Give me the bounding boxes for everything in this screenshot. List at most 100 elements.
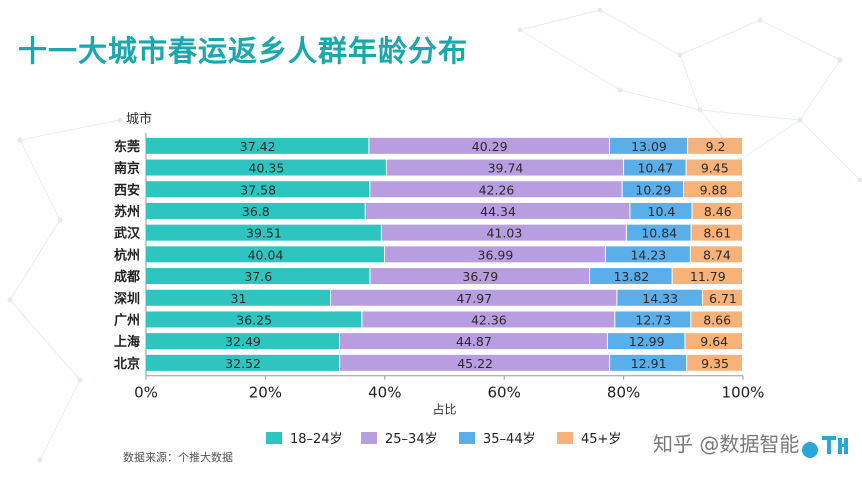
data-label: 9.64: [700, 334, 728, 349]
legend-swatch: [557, 432, 573, 444]
network-line: [699, 109, 801, 121]
category-label: 杭州: [114, 247, 140, 263]
bar-segment: [146, 289, 331, 306]
data-label: 11.79: [690, 269, 726, 284]
bar-segment: [688, 137, 742, 154]
network-node: [77, 377, 83, 383]
data-label: 12.73: [635, 312, 671, 327]
network-line: [39, 379, 81, 461]
bar-segment: [339, 333, 607, 350]
network-node: [117, 117, 123, 123]
data-label: 8.66: [703, 312, 731, 327]
bar-segment: [146, 268, 370, 285]
data-label: 44.34: [480, 204, 516, 219]
data-label: 42.26: [479, 182, 515, 197]
bar-segment: [146, 137, 369, 154]
network-node: [837, 57, 843, 63]
data-label: 32.49: [225, 334, 261, 349]
data-label: 36.8: [242, 204, 270, 219]
network-node: [797, 117, 803, 123]
bar-segment: [590, 268, 672, 285]
data-label: 8.46: [704, 204, 732, 219]
category-label: 东莞: [114, 139, 140, 155]
network-node: [17, 137, 23, 143]
page-title: 十一大城市春运返乡人群年龄分布: [18, 34, 469, 68]
bar-segment: [146, 202, 365, 219]
network-line: [739, 119, 801, 161]
data-label: 36.25: [236, 312, 272, 327]
watermark: 知乎 @数据智能: [653, 432, 800, 456]
category-label: 深圳: [114, 291, 140, 307]
x-tick-label: 0%: [134, 384, 158, 402]
network-node: [7, 297, 13, 303]
bar-segment: [340, 354, 610, 371]
data-label: 8.61: [703, 226, 731, 241]
data-label: 40.35: [249, 161, 285, 176]
bar-segment: [672, 268, 742, 285]
network-line: [799, 59, 841, 121]
category-label: 武汉: [114, 226, 141, 242]
data-label: 41.03: [486, 226, 522, 241]
legend-label: 45+岁: [581, 432, 621, 447]
x-tick-label: 60%: [488, 384, 521, 402]
bar-segment: [146, 181, 370, 198]
bar-segment: [370, 268, 590, 285]
bar-segment: [385, 246, 605, 263]
category-label: 成都: [114, 269, 140, 285]
data-label: 14.33: [642, 291, 678, 306]
data-label: 9.2: [706, 139, 726, 154]
bar-segment: [362, 311, 615, 328]
legend-label: 18–24岁: [290, 432, 343, 447]
data-label: 9.88: [700, 182, 728, 197]
x-tick-label: 100%: [722, 384, 765, 402]
x-tick-label: 40%: [368, 384, 401, 402]
data-label: 40.04: [248, 247, 284, 262]
bar-segment: [605, 246, 690, 263]
data-label: 39.51: [246, 226, 282, 241]
network-node: [697, 107, 703, 113]
network-line: [9, 299, 81, 381]
bar-segment: [146, 246, 385, 263]
bar-segment: [609, 137, 688, 154]
network-node: [617, 87, 623, 93]
bar-segment: [626, 224, 691, 241]
bar-segment: [365, 202, 630, 219]
data-label: 45.22: [457, 356, 493, 371]
bar-segment: [690, 246, 742, 263]
data-label: 8.74: [703, 247, 731, 262]
bar-segment: [146, 333, 339, 350]
category-label: 西安: [114, 182, 140, 198]
bar-segment: [617, 289, 702, 306]
bar-segment: [692, 202, 742, 219]
bar-segment: [691, 224, 742, 241]
bar-segment: [686, 159, 742, 176]
bar-segment: [146, 354, 340, 371]
network-line: [679, 19, 761, 56]
bar-segment: [691, 311, 742, 328]
legend-swatch: [266, 432, 282, 444]
category-label: 苏州: [114, 204, 140, 220]
bar-segment: [610, 354, 687, 371]
data-label: 37.42: [240, 139, 276, 154]
bar-segment: [684, 181, 742, 198]
bar-segment: [146, 159, 386, 176]
network-line: [9, 219, 61, 301]
bar-segment: [615, 311, 691, 328]
bar-segment: [386, 159, 624, 176]
data-label: 40.29: [472, 139, 508, 154]
data-label: 44.87: [456, 334, 492, 349]
network-line: [19, 139, 61, 221]
data-label: 12.99: [629, 334, 665, 349]
network-node: [597, 7, 603, 13]
data-label: 13.09: [631, 139, 667, 154]
network-node: [677, 52, 683, 58]
legend-swatch: [361, 432, 377, 444]
network-line: [759, 19, 841, 61]
x-axis-title: 占比: [432, 402, 456, 417]
data-label: 10.84: [641, 226, 677, 241]
data-label: 31: [231, 291, 247, 306]
legend-label: 35–44岁: [483, 432, 536, 447]
bar-segment: [687, 354, 742, 371]
data-label: 13.82: [613, 269, 649, 284]
data-label: 9.45: [701, 161, 729, 176]
